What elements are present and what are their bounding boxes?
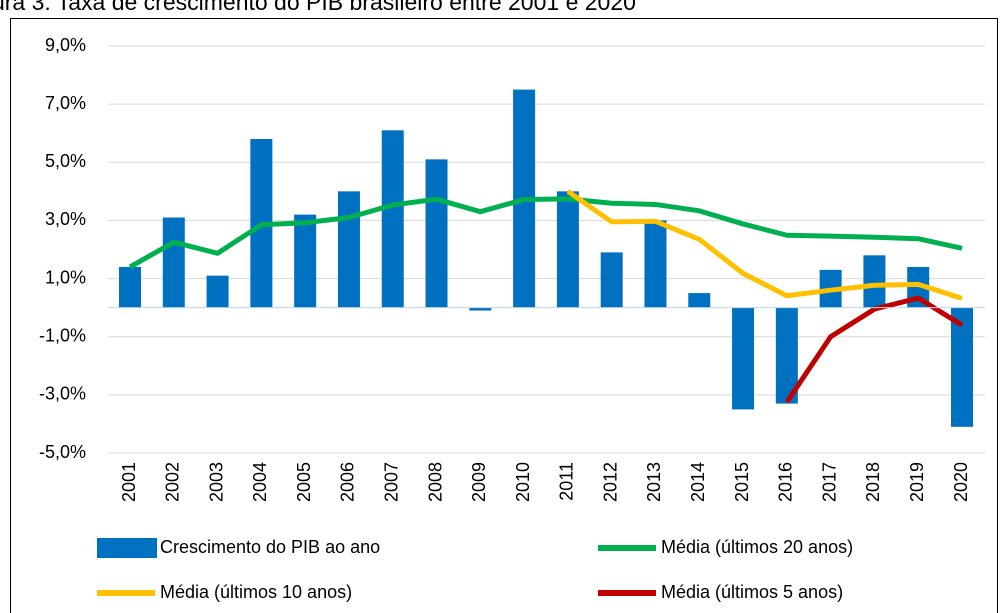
bar bbox=[863, 255, 886, 308]
bar bbox=[425, 159, 448, 308]
bar bbox=[162, 217, 185, 308]
y-tick-label: 5,0% bbox=[45, 151, 86, 171]
bar bbox=[119, 266, 141, 308]
bar bbox=[556, 191, 579, 308]
x-tick-label: 2001 bbox=[119, 462, 139, 502]
line bbox=[566, 189, 963, 301]
legend-label: Crescimento do PIB ao ano bbox=[160, 537, 380, 557]
x-tick-label: 2006 bbox=[338, 462, 358, 502]
x-tick-label: 2012 bbox=[600, 462, 620, 502]
y-tick-label: 1,0% bbox=[45, 267, 86, 287]
x-tick-label: 2009 bbox=[469, 462, 489, 502]
y-tick-label: -5,0% bbox=[39, 442, 86, 462]
x-tick-label: 2015 bbox=[732, 462, 752, 502]
x-tick-label: 2008 bbox=[425, 462, 445, 502]
x-tick-label: 2007 bbox=[381, 462, 401, 502]
x-tick-label: 2018 bbox=[863, 462, 883, 502]
x-tick-label: 2011 bbox=[557, 462, 577, 501]
x-tick-label: 2010 bbox=[513, 462, 533, 502]
legend-label: Média (últimos 10 anos) bbox=[160, 582, 352, 602]
y-tick-label: 7,0% bbox=[45, 93, 86, 113]
x-tick-label: 2013 bbox=[644, 462, 664, 502]
x-tick-label: 2005 bbox=[294, 462, 314, 502]
bar bbox=[644, 220, 667, 308]
y-tick-label: -3,0% bbox=[39, 384, 86, 404]
x-tick-label: 2016 bbox=[776, 462, 796, 502]
legend-swatch bbox=[97, 538, 157, 558]
bar bbox=[206, 275, 229, 308]
x-tick-label: 2014 bbox=[688, 462, 708, 502]
bar bbox=[294, 214, 317, 308]
x-tick-label: 2020 bbox=[951, 462, 971, 502]
legend-label: Média (últimos 5 anos) bbox=[661, 582, 843, 602]
chart-frame bbox=[10, 18, 998, 613]
bar bbox=[951, 307, 973, 427]
bar bbox=[337, 191, 360, 308]
y-tick-label: 3,0% bbox=[45, 209, 86, 229]
x-tick-label: 2003 bbox=[206, 462, 226, 502]
bar bbox=[469, 307, 492, 311]
y-tick-label: 9,0% bbox=[45, 35, 86, 55]
line bbox=[128, 196, 963, 270]
x-tick-label: 2004 bbox=[250, 462, 270, 502]
line bbox=[784, 295, 964, 404]
chart-title: Figura 3: Taxa de crescimento do PIB bra… bbox=[0, 0, 636, 15]
bar bbox=[775, 307, 798, 404]
x-tick-label: 2002 bbox=[163, 462, 183, 502]
bar bbox=[688, 293, 711, 308]
bar bbox=[381, 130, 404, 308]
x-tick-label: 2019 bbox=[907, 462, 927, 502]
bar bbox=[732, 307, 755, 410]
legend-label: Média (últimos 20 anos) bbox=[661, 537, 853, 557]
y-tick-label: -1,0% bbox=[39, 325, 86, 345]
x-tick-label: 2017 bbox=[819, 462, 839, 502]
bar bbox=[600, 252, 623, 308]
